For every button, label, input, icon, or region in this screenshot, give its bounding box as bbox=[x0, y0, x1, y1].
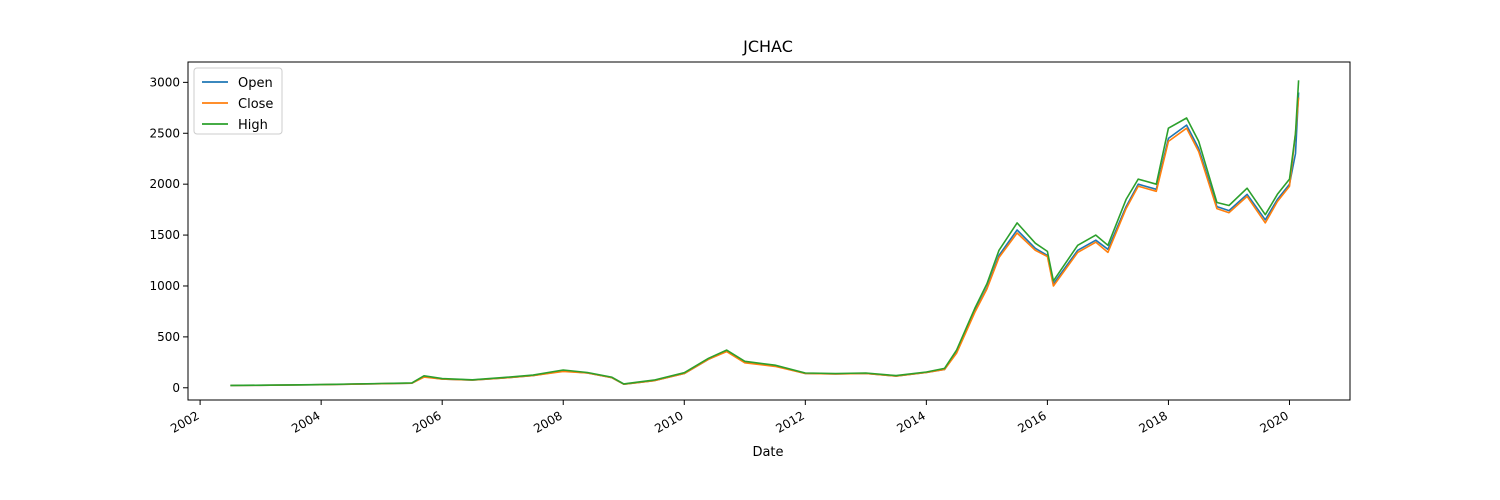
series-line-open bbox=[230, 92, 1300, 387]
series-line-close bbox=[230, 97, 1300, 387]
legend-label: Open bbox=[238, 76, 273, 91]
x-tick-label: 2018 bbox=[1136, 408, 1169, 435]
chart-title: JCHAC bbox=[742, 37, 793, 56]
legend-box bbox=[193, 67, 283, 135]
y-tick-label: 0 bbox=[172, 381, 180, 395]
y-tick-label: 1500 bbox=[149, 228, 180, 242]
legend-label: Close bbox=[238, 97, 273, 112]
x-tick-label: 2004 bbox=[289, 408, 322, 435]
x-tick-label: 2002 bbox=[168, 408, 201, 435]
y-tick-label: 500 bbox=[157, 330, 180, 344]
x-tick-label: 2008 bbox=[531, 408, 564, 435]
x-tick-label: 2020 bbox=[1258, 408, 1291, 435]
y-tick-label: 1000 bbox=[149, 279, 180, 293]
y-tick-label: 3000 bbox=[149, 75, 180, 89]
x-tick-label: 2006 bbox=[410, 408, 443, 435]
plot-frame bbox=[187, 61, 1351, 401]
x-tick-label: 2012 bbox=[773, 408, 806, 435]
legend-label: High bbox=[238, 118, 268, 133]
plot-area: 2002 2004 2006 2008 2010 2012 2014 2016 2018 2020… bbox=[149, 61, 1351, 436]
x-axis-label: Date bbox=[752, 445, 783, 460]
series-line-high bbox=[230, 80, 1300, 387]
x-tick-label: 2014 bbox=[894, 408, 927, 435]
y-tick-label: 2500 bbox=[149, 126, 180, 140]
x-tick-label: 2010 bbox=[652, 408, 685, 435]
y-tick-label: 2000 bbox=[149, 177, 180, 191]
x-tick-label: 2016 bbox=[1015, 408, 1048, 435]
